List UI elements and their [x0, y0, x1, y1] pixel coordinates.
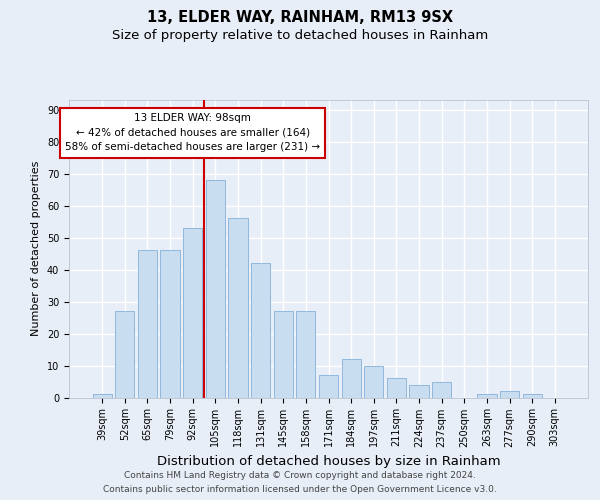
Bar	[115, 311, 134, 398]
Bar	[296, 311, 316, 398]
Bar	[341, 359, 361, 398]
Bar	[206, 180, 225, 398]
Bar	[387, 378, 406, 398]
Bar	[183, 228, 202, 398]
Bar	[364, 366, 383, 398]
Bar	[138, 250, 157, 398]
Bar	[92, 394, 112, 398]
Text: Contains HM Land Registry data © Crown copyright and database right 2024.: Contains HM Land Registry data © Crown c…	[124, 472, 476, 480]
Bar	[319, 375, 338, 398]
Bar	[160, 250, 180, 398]
Y-axis label: Number of detached properties: Number of detached properties	[31, 161, 41, 336]
Bar	[500, 391, 519, 398]
Bar	[523, 394, 542, 398]
Text: Contains public sector information licensed under the Open Government Licence v3: Contains public sector information licen…	[103, 484, 497, 494]
Bar	[477, 394, 497, 398]
Text: Size of property relative to detached houses in Rainham: Size of property relative to detached ho…	[112, 28, 488, 42]
Bar	[251, 263, 270, 398]
Bar	[229, 218, 248, 398]
X-axis label: Distribution of detached houses by size in Rainham: Distribution of detached houses by size …	[157, 455, 500, 468]
Text: 13 ELDER WAY: 98sqm
← 42% of detached houses are smaller (164)
58% of semi-detac: 13 ELDER WAY: 98sqm ← 42% of detached ho…	[65, 113, 320, 152]
Bar	[274, 311, 293, 398]
Bar	[432, 382, 451, 398]
Bar	[409, 384, 428, 398]
Text: 13, ELDER WAY, RAINHAM, RM13 9SX: 13, ELDER WAY, RAINHAM, RM13 9SX	[147, 10, 453, 25]
